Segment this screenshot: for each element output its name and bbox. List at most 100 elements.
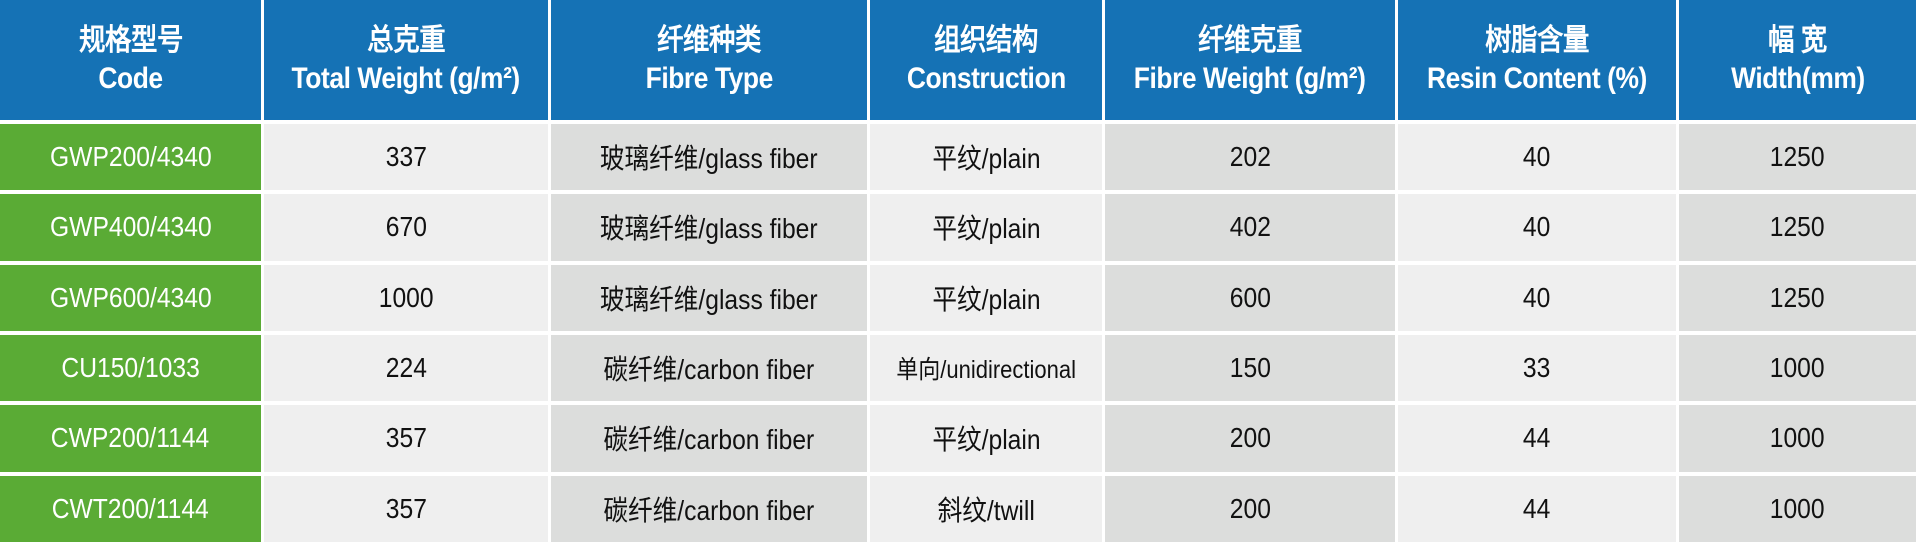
header-total-weight: 总克重 Total Weight (g/m²): [264, 0, 551, 124]
cell-resin-content: 44: [1398, 475, 1679, 546]
cell-text: 150: [1229, 352, 1271, 384]
cell-construction: 平纹/plain: [870, 264, 1105, 335]
cell-text: 平纹/plain: [931, 143, 1041, 175]
header-zh: 纤维种类: [657, 24, 761, 57]
cell-text: 碳纤维/carbon fiber: [603, 424, 815, 456]
cell-code: CU150/1033: [0, 334, 264, 406]
cell-width: 1250: [1679, 194, 1916, 265]
cell-text: 200: [1229, 492, 1271, 524]
cell-text: 33: [1523, 352, 1551, 384]
header-en: Width(mm): [1730, 62, 1865, 95]
cell-text: CU150/1033: [61, 352, 200, 384]
cell-construction: 平纹/plain: [870, 124, 1105, 195]
cell-total-weight: 224: [264, 334, 551, 406]
header-en: Construction: [906, 62, 1066, 95]
cell-total-weight: 1000: [264, 264, 551, 335]
cell-text: 670: [385, 211, 427, 243]
cell-text: 402: [1229, 211, 1271, 243]
cell-fibre-type: 玻璃纤维/glass fiber: [551, 264, 870, 335]
table-row: CWT200/1144 357 碳纤维/carbon fiber 斜纹/twill 20…: [0, 475, 1916, 546]
cell-text: 玻璃纤维/glass fiber: [600, 143, 818, 175]
header-zh: 组织结构: [934, 24, 1038, 57]
cell-fibre-weight: 200: [1105, 405, 1398, 476]
cell-text: 357: [385, 492, 427, 524]
cell-text: 224: [385, 352, 427, 384]
cell-total-weight: 337: [264, 124, 551, 195]
cell-text: 357: [385, 422, 427, 454]
cell-resin-content: 40: [1398, 264, 1679, 335]
cell-construction: 单向/unidirectional: [870, 334, 1105, 406]
cell-text: 40: [1523, 141, 1551, 173]
cell-fibre-type: 玻璃纤维/glass fiber: [551, 124, 870, 195]
cell-width: 1250: [1679, 124, 1916, 195]
cell-resin-content: 33: [1398, 334, 1679, 406]
cell-text: GWP600/4340: [49, 281, 212, 313]
header-construction: 组织结构 Construction: [870, 0, 1105, 124]
header-en: Total Weight (g/m²): [291, 62, 521, 95]
table-row: GWP400/4340 670 玻璃纤维/glass fiber 平纹/plain 40…: [0, 194, 1916, 265]
header-resin-content: 树脂含量 Resin Content (%): [1398, 0, 1679, 124]
cell-fibre-weight: 200: [1105, 475, 1398, 546]
cell-text: 600: [1229, 281, 1271, 313]
table-body: GWP200/4340 337 玻璃纤维/glass fiber 平纹/plain 20…: [0, 124, 1916, 546]
cell-code: GWP400/4340: [0, 194, 264, 265]
header-en: Fibre Weight (g/m²): [1134, 62, 1366, 95]
cell-text: 44: [1523, 422, 1551, 454]
cell-text: GWP400/4340: [49, 211, 212, 243]
cell-code: CWP200/1144: [0, 405, 264, 476]
header-en: Resin Content (%): [1427, 62, 1647, 95]
cell-text: GWP200/4340: [49, 141, 212, 173]
cell-construction: 平纹/plain: [870, 194, 1105, 265]
cell-text: CWP200/1144: [51, 422, 210, 454]
header-code: 规格型号 Code: [0, 0, 264, 124]
cell-total-weight: 670: [264, 194, 551, 265]
cell-text: 玻璃纤维/glass fiber: [600, 283, 818, 315]
cell-fibre-type: 玻璃纤维/glass fiber: [551, 194, 870, 265]
header-fibre-type: 纤维种类 Fibre Type: [551, 0, 870, 124]
cell-construction: 平纹/plain: [870, 405, 1105, 476]
cell-resin-content: 40: [1398, 124, 1679, 195]
cell-width: 1000: [1679, 475, 1916, 546]
cell-width: 1000: [1679, 334, 1916, 406]
cell-text: 1250: [1770, 281, 1825, 313]
table-row: CU150/1033 224 碳纤维/carbon fiber 单向/unidirec…: [0, 334, 1916, 406]
header-zh: 幅 宽: [1768, 24, 1827, 57]
cell-total-weight: 357: [264, 405, 551, 476]
header-en: Code: [98, 62, 163, 95]
cell-text: CWT200/1144: [51, 492, 210, 524]
cell-text: 玻璃纤维/glass fiber: [600, 213, 818, 245]
cell-text: 1250: [1770, 211, 1825, 243]
table-row: CWP200/1144 357 碳纤维/carbon fiber 平纹/plain 20…: [0, 405, 1916, 476]
cell-text: 200: [1229, 422, 1271, 454]
cell-text: 44: [1523, 492, 1551, 524]
cell-text: 1000: [1770, 352, 1825, 384]
cell-width: 1000: [1679, 405, 1916, 476]
cell-text: 平纹/plain: [931, 283, 1041, 315]
cell-resin-content: 44: [1398, 405, 1679, 476]
cell-text: 1000: [1770, 422, 1825, 454]
cell-width: 1250: [1679, 264, 1916, 335]
header-row: 规格型号 Code 总克重 Total Weight (g/m²) 纤维种类 Fibre …: [0, 0, 1916, 124]
cell-total-weight: 357: [264, 475, 551, 546]
cell-fibre-type: 碳纤维/carbon fiber: [551, 475, 870, 546]
cell-code: GWP600/4340: [0, 264, 264, 335]
cell-text: 平纹/plain: [931, 424, 1041, 456]
cell-text: 碳纤维/carbon fiber: [603, 494, 815, 526]
cell-fibre-weight: 600: [1105, 264, 1398, 335]
table-row: GWP200/4340 337 玻璃纤维/glass fiber 平纹/plain 20…: [0, 124, 1916, 195]
cell-fibre-weight: 150: [1105, 334, 1398, 406]
header-fibre-weight: 纤维克重 Fibre Weight (g/m²): [1105, 0, 1398, 124]
cell-text: 202: [1229, 141, 1271, 173]
table-row: GWP600/4340 1000 玻璃纤维/glass fiber 平纹/plain 6…: [0, 264, 1916, 335]
header-zh: 树脂含量: [1485, 24, 1589, 57]
cell-fibre-weight: 202: [1105, 124, 1398, 195]
cell-text: 平纹/plain: [931, 213, 1041, 245]
cell-code: GWP200/4340: [0, 124, 264, 195]
cell-code: CWT200/1144: [0, 475, 264, 546]
header-zh: 总克重: [367, 24, 445, 57]
cell-fibre-weight: 402: [1105, 194, 1398, 265]
cell-text: 337: [385, 141, 427, 173]
cell-text: 1250: [1770, 141, 1825, 173]
cell-resin-content: 40: [1398, 194, 1679, 265]
